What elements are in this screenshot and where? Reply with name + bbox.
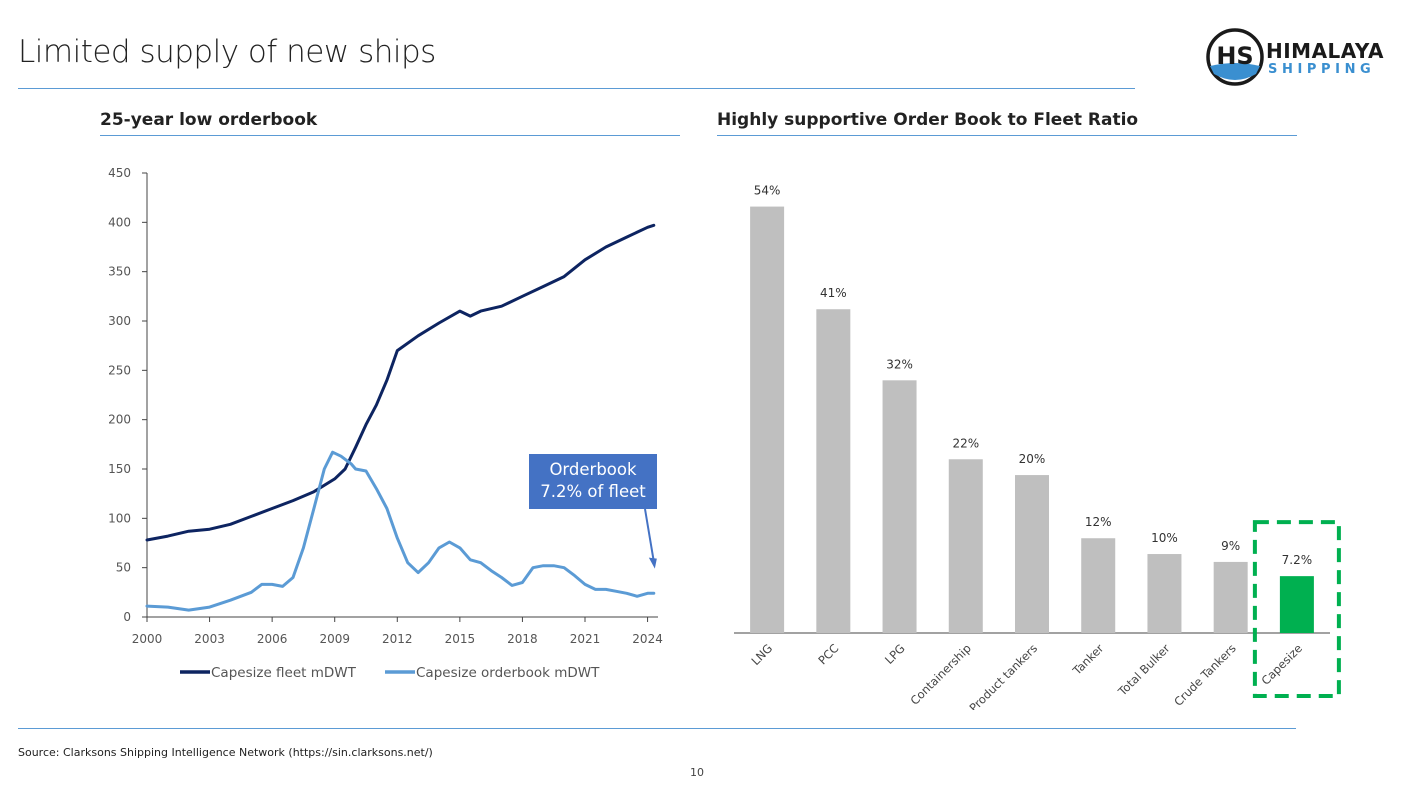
y-tick-label: 250 [108,363,131,377]
y-tick-label: 400 [108,215,131,229]
bar-value-label: 54% [754,184,781,198]
highlight-dashed-box [1252,520,1341,699]
y-tick-label: 100 [108,511,131,525]
x-tick-label: 2009 [319,632,350,646]
legend-label: Capesize orderbook mDWT [416,665,600,681]
y-tick-label: 0 [123,610,131,624]
page-number: 10 [690,766,704,779]
bar-lng [750,206,785,633]
bar-containership [948,459,983,633]
callout-arrow-line [644,508,655,562]
y-tick-label: 350 [108,265,131,279]
category-label: LNG [748,641,775,668]
x-tick-label: 2012 [382,632,413,646]
bar-tanker [1081,538,1116,633]
x-tick-label: 2018 [507,632,538,646]
category-label: Product tankers [966,641,1040,710]
series-line-fleet [145,223,656,542]
category-label: Containership [907,641,973,707]
orderbook-fleet-ratio-bar-chart: 54% LNG 41% PCC 32% LPG 22% Containership 20% Pro… [734,184,1341,710]
series-line-orderbook [145,450,656,612]
category-label: LPG [882,641,908,667]
category-label: PCC [815,641,841,667]
orderbook-line-chart: 0 50 100 150 200 250 300 350 400 450 2000 2003 2006 2… [108,166,663,681]
x-tick-label: 2024 [632,632,663,646]
callout-text-line-1: Orderbook [549,460,637,479]
source-note: Source: Clarksons Shipping Intelligence … [18,746,433,759]
bar-pcc [816,309,851,633]
right-section-title: Highly supportive Order Book to Fleet Ra… [717,110,1139,130]
callout-arrow-head [648,557,657,569]
logo-emblem-icon: HS [1206,28,1264,86]
right-section-divider [717,135,1297,136]
bar-value-label: 10% [1151,531,1178,545]
logo-line-1: HIMALAYA [1266,39,1384,63]
page-title: Limited supply of new ships [18,34,436,70]
bar-value-label: 7.2% [1282,553,1313,567]
y-tick-label: 150 [108,462,131,476]
x-tick-label: 2021 [570,632,601,646]
footer-divider [18,728,1296,729]
x-tick-label: 2015 [445,632,476,646]
bar-value-label: 22% [952,436,979,450]
x-tick-label: 2006 [257,632,288,646]
bar-capesize [1279,576,1314,633]
x-tick-label: 2003 [194,632,225,646]
bar-value-label: 12% [1085,515,1112,529]
bar-value-label: 9% [1221,539,1240,553]
y-tick-label: 450 [108,166,131,180]
x-tick-label: 2000 [132,632,163,646]
bar-total-bulker [1147,554,1182,633]
callout-box [529,454,657,509]
bar-value-label: 41% [820,286,847,300]
y-tick-label: 50 [116,561,131,575]
title-divider [18,88,1135,89]
bar-value-label: 32% [886,357,913,371]
y-tick-label: 200 [108,413,131,427]
bar-lpg [882,380,917,633]
bar-crude-tankers [1213,561,1248,633]
bar-product-tankers [1015,475,1049,633]
bar-value-label: 20% [1019,452,1046,466]
category-label: Crude Tankers [1171,641,1239,709]
legend-label: Capesize fleet mDWT [211,665,357,681]
logo-monogram: HS [1216,42,1253,70]
category-label: Tanker [1069,641,1106,678]
category-label: Total Bulker [1115,641,1173,699]
company-logo: HS HIMALAYA SHIPPING [1204,26,1394,88]
category-label: Capesize [1259,641,1305,687]
left-section-divider [100,135,680,136]
y-tick-label: 300 [108,314,131,328]
logo-line-2: SHIPPING [1268,62,1376,77]
callout-text-line-2: 7.2% of fleet [540,482,646,501]
left-section-title: 25-year low orderbook [100,110,318,130]
